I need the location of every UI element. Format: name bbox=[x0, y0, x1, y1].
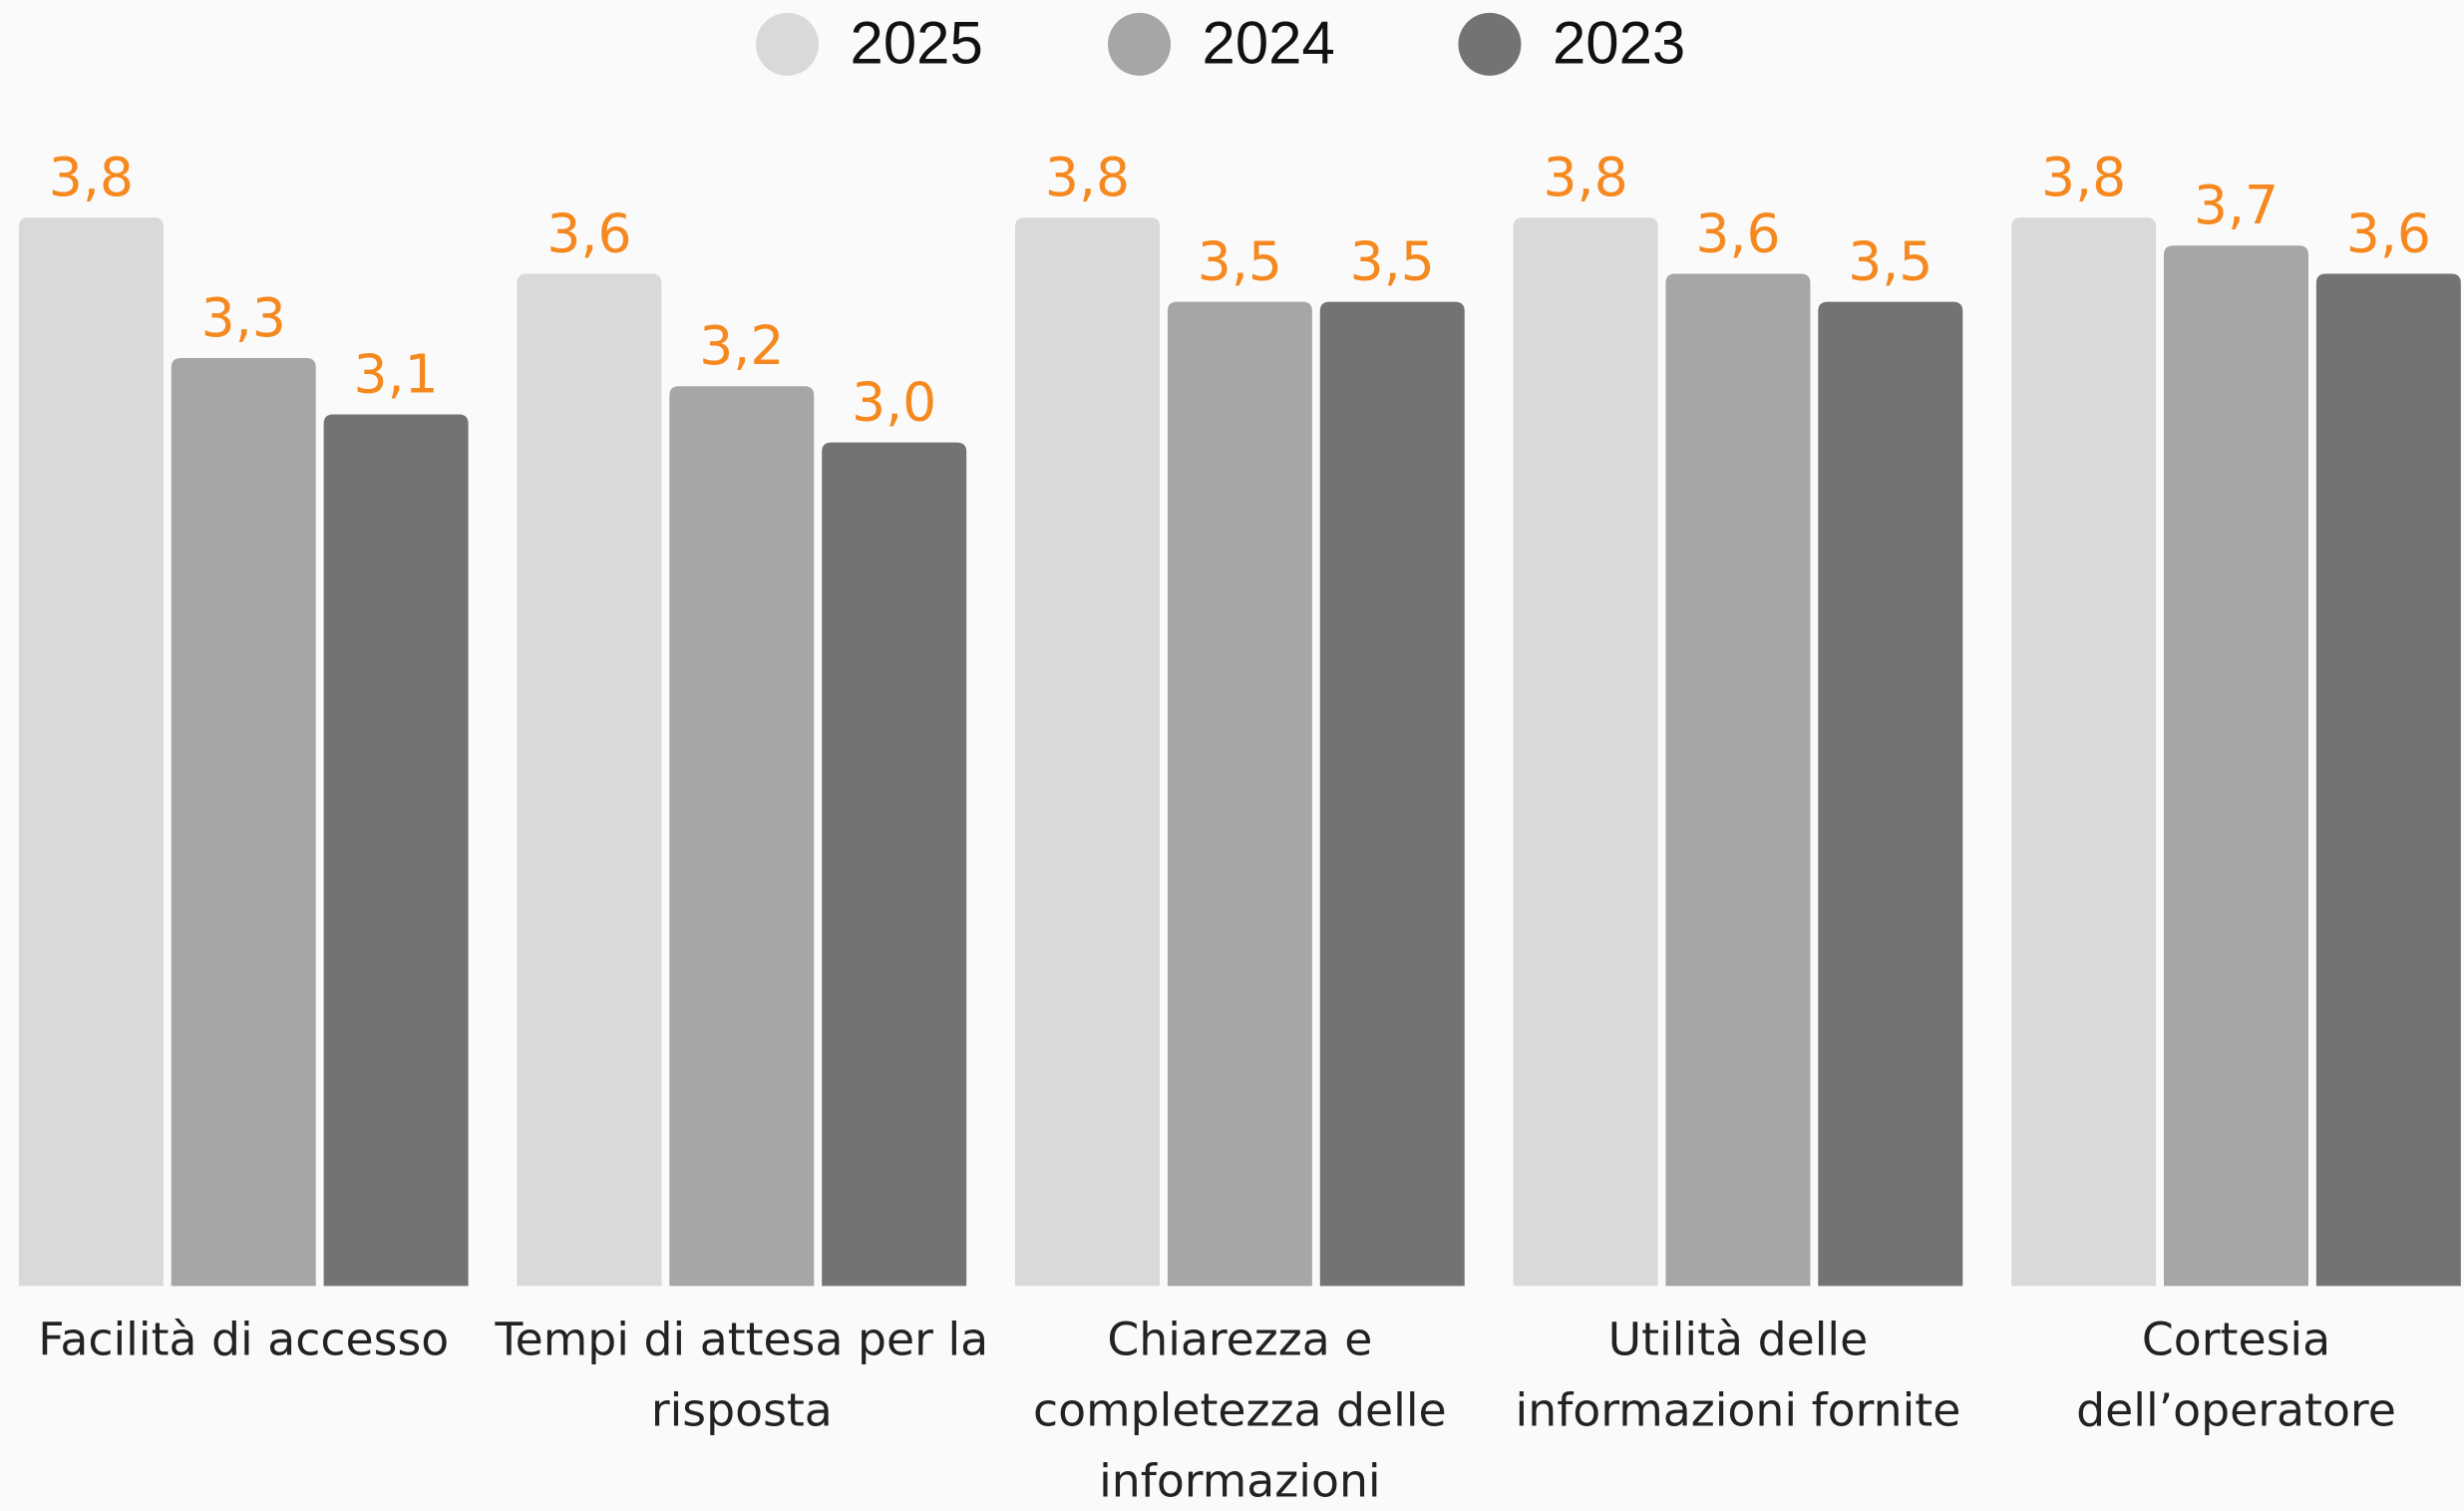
bar bbox=[1015, 217, 1161, 1287]
value-label: 3,8 bbox=[2041, 146, 2126, 208]
legend-swatch bbox=[756, 12, 820, 76]
legend-label: 2024 bbox=[1203, 9, 1335, 76]
x-tick-label: Cortesia dell’operatore bbox=[2076, 1313, 2396, 1437]
bar bbox=[2164, 245, 2308, 1287]
value-label: 3,6 bbox=[2346, 201, 2431, 264]
value-label: 3,1 bbox=[354, 342, 439, 405]
value-label: 3,5 bbox=[1198, 230, 1282, 293]
bar bbox=[171, 358, 316, 1287]
legend-label: 2023 bbox=[1553, 9, 1685, 76]
category-label-box: Cortesia dell’operatore bbox=[2076, 1313, 2396, 1437]
bar bbox=[323, 414, 469, 1287]
bar bbox=[18, 217, 164, 1287]
x-tick-label: Utilità delle informazioni fornite bbox=[1515, 1313, 1961, 1437]
legend-label: 2025 bbox=[851, 9, 983, 76]
category-label-box: Tempi di attesa per la risposta bbox=[495, 1313, 989, 1437]
bar bbox=[1665, 273, 1811, 1287]
value-label: 3,8 bbox=[1045, 146, 1130, 208]
bar bbox=[822, 442, 967, 1287]
value-label: 3,0 bbox=[852, 371, 936, 434]
value-label: 3,8 bbox=[49, 146, 134, 208]
value-label: 3,6 bbox=[1695, 201, 1780, 264]
value-label: 3,5 bbox=[1350, 230, 1435, 293]
x-tick-label: Tempi di attesa per la risposta bbox=[495, 1313, 989, 1437]
legend-swatch bbox=[1458, 12, 1522, 76]
value-label: 3,7 bbox=[2194, 174, 2279, 236]
bar bbox=[1513, 217, 1658, 1287]
bar bbox=[1319, 301, 1465, 1287]
x-tick-label: Chiarezza e completezza delle informazio… bbox=[1033, 1313, 1447, 1508]
category-label-box: Chiarezza e completezza delle informazio… bbox=[1033, 1313, 1447, 1508]
value-label: 3,3 bbox=[201, 286, 286, 349]
bar bbox=[517, 273, 662, 1287]
x-tick-label: Facilità di accesso bbox=[38, 1313, 450, 1366]
bar bbox=[2011, 217, 2157, 1287]
value-label: 3,5 bbox=[1848, 230, 1933, 293]
value-label: 3,2 bbox=[699, 314, 784, 377]
bar bbox=[2315, 273, 2461, 1287]
category-label-box: Facilità di accesso bbox=[38, 1313, 450, 1366]
bar bbox=[1167, 301, 1312, 1287]
bar bbox=[669, 386, 815, 1287]
category-label-box: Utilità delle informazioni fornite bbox=[1515, 1313, 1961, 1437]
legend-swatch bbox=[1108, 12, 1172, 76]
bar bbox=[1818, 301, 1963, 1287]
value-label: 3,6 bbox=[546, 201, 631, 264]
value-label: 3,8 bbox=[1543, 146, 1627, 208]
